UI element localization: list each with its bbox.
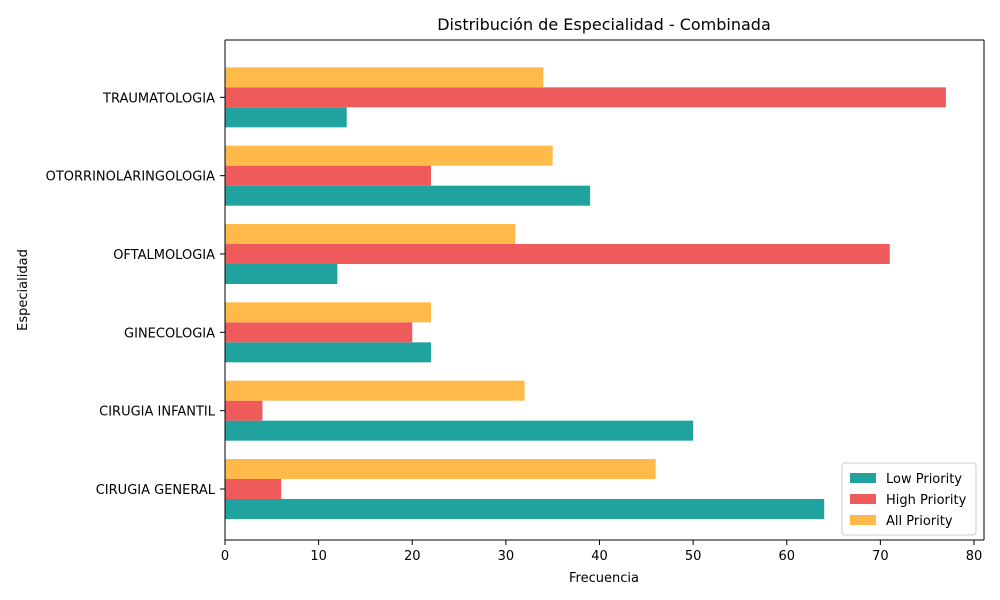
legend-swatch <box>850 515 876 525</box>
bar-all-priority-oftalmologia <box>225 224 516 244</box>
bar-low-priority-otorrinolaringologia <box>225 185 591 206</box>
chart-title: Distribución de Especialidad - Combinada <box>437 15 771 34</box>
bar-all-priority-otorrinolaringologia <box>225 145 553 166</box>
y-tick-label: GINECOLOGIA <box>124 326 215 341</box>
x-tick-label: 70 <box>872 549 889 564</box>
bar-all-priority-ginecologia <box>225 302 431 323</box>
y-tick-label: OTORRINOLARINGOLOGIA <box>46 170 216 185</box>
x-tick-label: 50 <box>685 549 702 564</box>
x-tick-label: 80 <box>966 549 983 564</box>
x-tick-label: 10 <box>310 549 327 564</box>
x-tick-label: 60 <box>778 549 795 564</box>
x-tick-label: 30 <box>498 549 515 564</box>
legend-swatch <box>850 473 876 483</box>
y-tick-label: TRAUMATOLOGIA <box>102 91 215 106</box>
bar-all-priority-cirugia-infantil <box>225 380 525 401</box>
bar-all-priority-traumatologia <box>225 67 544 88</box>
y-tick-label: CIRUGIA GENERAL <box>96 483 216 498</box>
bar-low-priority-oftalmologia <box>225 264 338 284</box>
axes-group: 0 10 20 30 40 50 60 70 80 CIRUGIA GENERAL CIRUGIA … <box>46 39 985 564</box>
bar-high-priority-ginecologia <box>225 322 413 343</box>
bar-high-priority-oftalmologia <box>225 244 890 264</box>
legend-label: All Priority <box>886 514 953 529</box>
legend-label: High Priority <box>886 493 967 508</box>
bar-high-priority-cirugia-infantil <box>225 400 263 421</box>
x-tick-label: 20 <box>404 549 421 564</box>
bar-low-priority-cirugia-infantil <box>225 420 694 441</box>
y-axis-label: Especialidad <box>16 249 31 331</box>
bars-group <box>225 67 946 519</box>
bar-all-priority-cirugia-general <box>225 459 656 479</box>
x-tick-label: 0 <box>221 549 229 564</box>
bar-high-priority-cirugia-general <box>225 479 282 499</box>
y-tick-label: OFTALMOLOGIA <box>113 248 215 263</box>
y-tick-label: CIRUGIA INFANTIL <box>99 405 216 420</box>
x-axis-label: Frecuencia <box>569 571 639 586</box>
bar-high-priority-otorrinolaringologia <box>225 165 431 186</box>
legend: Low Priority High Priority All Priority <box>841 462 977 536</box>
bar-low-priority-ginecologia <box>225 342 431 363</box>
bar-low-priority-cirugia-general <box>225 499 825 519</box>
legend-label: Low Priority <box>886 472 962 487</box>
legend-swatch <box>850 494 876 504</box>
bar-low-priority-traumatologia <box>225 107 347 128</box>
bar-high-priority-traumatologia <box>225 87 946 108</box>
x-tick-label: 40 <box>591 549 608 564</box>
